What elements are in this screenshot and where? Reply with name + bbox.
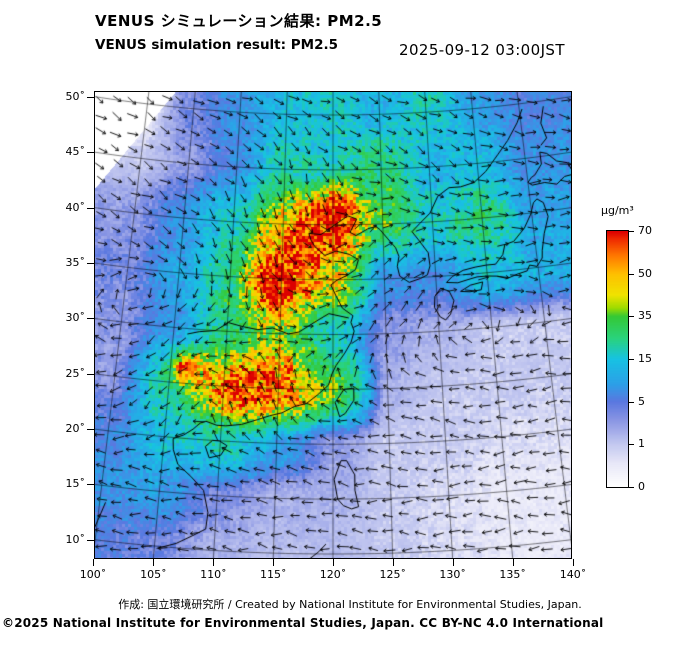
lat-tick-mark xyxy=(87,429,94,431)
credit-text: 作成: 国立環境研究所 / Created by National Instit… xyxy=(118,598,582,611)
lon-tick-mark xyxy=(92,559,94,566)
lon-tick-label: 100˚ xyxy=(79,568,107,581)
lat-tick-label: 40˚ xyxy=(65,200,86,214)
lon-tick-label: 110˚ xyxy=(200,568,227,581)
lon-tick-label: 120˚ xyxy=(319,568,347,581)
lon-tick-mark xyxy=(392,559,394,566)
lat-tick-mark xyxy=(87,373,94,375)
lat-tick-mark xyxy=(87,318,94,320)
lon-tick-label: 140˚ xyxy=(559,568,587,581)
lon-tick-mark xyxy=(452,559,454,566)
colorbar: µg/m³ 70 50 35 15 5 1 0 xyxy=(600,204,695,504)
colorbar-tick-label: 5 xyxy=(638,394,645,408)
colorbar-tick-mark xyxy=(629,487,634,488)
lat-tick-label: 15˚ xyxy=(65,477,86,491)
lat-tick-mark xyxy=(87,484,94,486)
lat-tick-mark xyxy=(87,263,94,265)
lat-tick-label: 35˚ xyxy=(65,256,86,270)
lon-tick-mark xyxy=(153,559,155,566)
lon-tick-label: 135˚ xyxy=(499,568,526,581)
colorbar-ticks: 70 50 35 15 5 1 0 xyxy=(600,204,695,504)
lon-tick-mark xyxy=(512,559,514,566)
colorbar-tick-label: 50 xyxy=(638,266,652,280)
lon-tick-label: 105˚ xyxy=(140,568,167,581)
license-text: ©2025 National Institute for Environment… xyxy=(2,616,604,630)
lat-tick-label: 10˚ xyxy=(65,532,86,546)
lat-tick-mark xyxy=(87,207,94,209)
lon-tick-mark xyxy=(213,559,215,566)
colorbar-tick-mark xyxy=(629,231,634,232)
lon-tick-mark xyxy=(273,559,275,566)
colorbar-gradient xyxy=(606,230,629,488)
timestamp: 2025-09-12 03:00JST xyxy=(399,41,565,59)
colorbar-tick-label: 35 xyxy=(638,309,652,323)
colorbar-tick-label: 0 xyxy=(638,480,645,493)
lat-tick-label: 30˚ xyxy=(65,311,86,325)
colorbar-tick-mark xyxy=(629,359,634,360)
lat-tick-mark xyxy=(87,539,94,541)
colorbar-tick-mark xyxy=(629,401,634,403)
colorbar-tick-mark xyxy=(629,316,634,318)
colorbar-tick-label: 1 xyxy=(638,437,645,451)
lat-tick-label: 45˚ xyxy=(65,145,86,159)
pm25-heatmap-canvas xyxy=(95,92,571,558)
colorbar-unit-label: µg/m³ xyxy=(601,204,634,217)
colorbar-tick-mark xyxy=(629,444,634,446)
lon-tick-mark xyxy=(573,559,575,566)
lat-tick-mark xyxy=(87,96,94,98)
lat-tick-label: 25˚ xyxy=(65,366,86,380)
colorbar-tick-mark xyxy=(629,273,634,275)
lon-tick-mark xyxy=(333,559,334,566)
map-plot-area xyxy=(94,91,572,559)
lat-tick-mark xyxy=(87,152,94,154)
lat-tick-label: 20˚ xyxy=(65,422,86,436)
lon-tick-label: 130˚ xyxy=(439,568,466,581)
colorbar-tick-label: 70 xyxy=(638,224,652,237)
title-japanese: VENUS シミュレーション結果: PM2.5 xyxy=(95,12,383,30)
lon-tick-label: 115˚ xyxy=(260,568,287,581)
title-english: VENUS simulation result: PM2.5 xyxy=(95,37,338,53)
lon-tick-label: 125˚ xyxy=(379,568,406,581)
colorbar-tick-label: 15 xyxy=(638,352,652,365)
lat-tick-label: 50˚ xyxy=(65,89,86,103)
